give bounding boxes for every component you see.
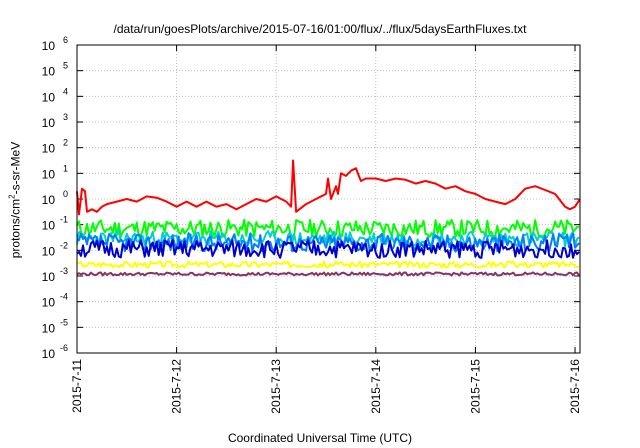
y-tick-label: 10 — [42, 270, 56, 284]
y-tick-label: 10 — [42, 39, 56, 53]
series-line-4 — [76, 239, 580, 259]
series-line-0 — [76, 159, 581, 216]
y-tick-label: 10 — [42, 219, 56, 233]
series-line-3 — [76, 232, 580, 253]
y-tick-exponent: -4 — [60, 292, 68, 302]
y-tick-label: 10 — [42, 167, 56, 181]
chart-title: /data/run/goesPlots/archive/2015-07-16/0… — [113, 22, 527, 36]
y-tick-label: 10 — [42, 65, 56, 79]
x-tick-label: 2015-7-14 — [369, 359, 383, 414]
x-axis-label: Coordinated Universal Time (UTC) — [227, 431, 413, 445]
y-tick-label: 10 — [42, 347, 56, 361]
y-tick-label: 10 — [42, 116, 56, 130]
y-tick-label: 10 — [42, 142, 56, 156]
y-tick-exponent: 2 — [63, 138, 68, 148]
plot-frame — [76, 44, 581, 354]
y-tick-exponent: 6 — [63, 35, 68, 45]
series-line-5 — [76, 260, 580, 269]
series-line-6 — [76, 271, 580, 277]
x-tick-labels: 2015-7-11 2015-7-12 2015-7-13 2015-7-14 2015… — [70, 359, 582, 414]
y-tick-exponent: 3 — [63, 112, 68, 122]
y-tick-exponent: -2 — [60, 240, 68, 250]
y-tick-exponent: 0 — [63, 189, 68, 199]
y-tick-exponent: -1 — [60, 215, 68, 225]
y-tick-label: 10 — [42, 244, 56, 258]
y-axis-label-part2: -s-sr-MeV — [8, 141, 23, 195]
y-tick-exponent: 5 — [63, 61, 68, 71]
y-tick-labels: 10 -610 -510 -410 -310 -210 -110 010 110 210 310 41… — [42, 35, 68, 361]
x-tick-label: 2015-7-12 — [170, 359, 184, 414]
x-tick-label: 2015-7-11 — [70, 359, 84, 413]
x-tick-label: 2015-7-15 — [468, 359, 482, 414]
y-tick-exponent: 1 — [63, 163, 68, 173]
y-tick-exponent: -6 — [60, 343, 68, 353]
y-tick-exponent: -5 — [60, 317, 68, 327]
y-axis-label-sup: 2 — [7, 194, 17, 199]
y-tick-exponent: -3 — [60, 266, 68, 276]
series-layer — [76, 159, 581, 277]
x-tick-label: 2015-7-16 — [568, 359, 582, 414]
y-axis-label: protons/cm2-s-sr-MeV — [8, 142, 23, 258]
grid — [76, 44, 580, 354]
y-tick-label: 10 — [42, 321, 56, 335]
x-tick-label: 2015-7-13 — [269, 359, 283, 414]
y-axis-label-wrap: protons/cm2-s-sr-MeV — [7, 142, 23, 258]
y-tick-exponent: 4 — [63, 86, 68, 96]
y-axis-label-part1: protons/cm — [8, 198, 23, 259]
y-tick-label: 10 — [42, 193, 56, 207]
y-tick-label: 10 — [42, 90, 56, 104]
y-tick-label: 10 — [42, 296, 56, 310]
